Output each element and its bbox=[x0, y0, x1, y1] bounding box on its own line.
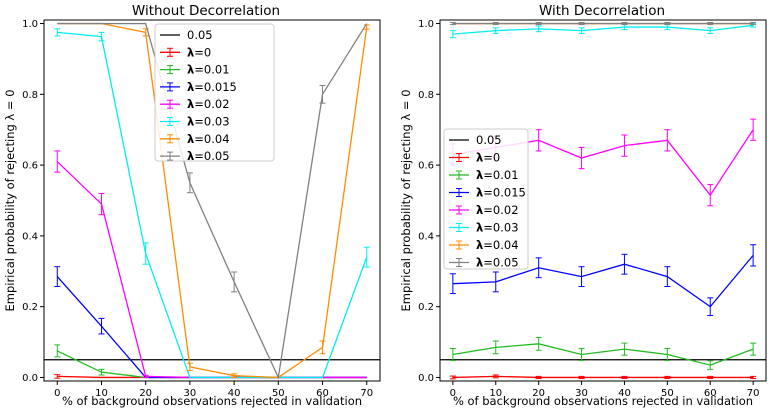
chart-title: With Decorrelation bbox=[539, 3, 665, 19]
legend-entry-lambda-0-05: λ=0.05 bbox=[160, 149, 230, 163]
panel-without-decorrelation: Without Decorrelation 0 10 20 30 40 50 60 70 0.0 0… bbox=[3, 3, 381, 408]
legend-label: λ=0.02 bbox=[476, 203, 519, 217]
legend-entry-lambda-0: λ=0 bbox=[449, 151, 500, 165]
y-axis-label: Empirical probability of rejecting λ = 0 bbox=[3, 89, 17, 311]
series-line bbox=[452, 24, 754, 35]
legend-label: λ=0.015 bbox=[187, 80, 237, 94]
legend: 0.05 λ=0 λ=0.01 λ=0.015 λ=0.02 λ=0.03 λ=0.04 λ=… bbox=[154, 23, 275, 163]
legend-entry-lambda-0-01: λ=0.01 bbox=[449, 168, 519, 182]
legend-label: λ=0.04 bbox=[187, 132, 230, 146]
series-line bbox=[56, 161, 367, 379]
legend-entry-lambda-0: λ=0 bbox=[160, 45, 211, 59]
x-tick-label: 70 bbox=[360, 388, 373, 399]
x-tick-label: 60 bbox=[704, 388, 717, 399]
legend-entry-lambda-0-05: λ=0.05 bbox=[449, 256, 519, 270]
legend-label: λ=0.01 bbox=[476, 168, 519, 182]
y-tick-label: 0.2 bbox=[418, 302, 434, 313]
legend-box bbox=[154, 23, 275, 162]
legend-label: λ=0.05 bbox=[476, 256, 519, 270]
series-line bbox=[56, 350, 367, 379]
series-lambda-0-02 bbox=[54, 150, 367, 379]
x-axis-label: % of background observations rejected in… bbox=[453, 394, 753, 408]
legend-label: 0.05 bbox=[187, 28, 213, 42]
legend-entry-lambda-0-02: λ=0.02 bbox=[449, 203, 519, 217]
legend-label: 0.05 bbox=[476, 133, 502, 147]
legend-label: λ=0.015 bbox=[476, 186, 526, 200]
y-axis-label: Empirical probability of rejecting λ = 0 bbox=[399, 89, 413, 311]
legend-label: λ=0.02 bbox=[187, 97, 230, 111]
legend-entry-lambda-0-015: λ=0.015 bbox=[160, 80, 237, 94]
series-line bbox=[57, 31, 368, 379]
legend-entry-lambda-0-01: λ=0.01 bbox=[160, 63, 230, 77]
x-tick-label: 20 bbox=[532, 388, 545, 399]
y-tick-label: 0.0 bbox=[22, 373, 38, 384]
x-tick-label: 40 bbox=[618, 388, 631, 399]
panel-with-decorrelation: With Decorrelation 0 10 20 30 40 50 60 70 0.0 0.2 0… bbox=[399, 3, 767, 408]
x-tick-label: 0 bbox=[54, 388, 60, 399]
x-tick-label: 50 bbox=[661, 388, 674, 399]
series-lambda-0 bbox=[449, 374, 757, 380]
series-line bbox=[452, 343, 754, 366]
legend-box bbox=[443, 128, 529, 270]
legend-entry-lambda-0-04: λ=0.04 bbox=[160, 132, 230, 146]
x-tick-label: 60 bbox=[316, 388, 329, 399]
y-tick-label: 0.8 bbox=[418, 90, 434, 101]
x-tick-label: 20 bbox=[139, 388, 152, 399]
legend-label: λ=0.01 bbox=[187, 63, 230, 77]
y-tick-label: 0.4 bbox=[418, 231, 434, 242]
plot-frame bbox=[43, 19, 381, 382]
y-tick-label: 0.6 bbox=[418, 161, 434, 172]
x-axis-label: % of background observations rejected in… bbox=[62, 394, 362, 408]
x-tick-label: 70 bbox=[747, 388, 760, 399]
legend: 0.05 λ=0 λ=0.01 λ=0.015 λ=0.02 λ=0.03 λ=0.04 λ=… bbox=[443, 128, 529, 270]
series-line bbox=[452, 375, 754, 379]
y-tick-label: 0.8 bbox=[22, 90, 38, 101]
series-lambda-0-05 bbox=[449, 21, 757, 26]
legend-entry-0-05: 0.05 bbox=[449, 133, 502, 147]
x-tick-label: 40 bbox=[228, 388, 241, 399]
series-line bbox=[56, 276, 367, 379]
y-tick-label: 1.0 bbox=[22, 19, 38, 30]
chart-title: Without Decorrelation bbox=[132, 3, 280, 19]
x-tick-label: 30 bbox=[575, 388, 588, 399]
series-lambda-0-03 bbox=[54, 28, 370, 379]
legend-label: λ=0.05 bbox=[187, 149, 230, 163]
legend-label: λ=0.03 bbox=[476, 221, 519, 235]
x-tick-label: 10 bbox=[489, 388, 502, 399]
legend-label: λ=0 bbox=[476, 151, 500, 165]
y-tick-label: 0.2 bbox=[22, 302, 38, 313]
legend-label: λ=0 bbox=[187, 45, 211, 59]
legend-entry-lambda-0-03: λ=0.03 bbox=[449, 221, 519, 235]
legend-entry-lambda-0-02: λ=0.02 bbox=[160, 97, 230, 111]
legend-entry-lambda-0-03: λ=0.03 bbox=[160, 115, 230, 129]
y-tick-label: 0.4 bbox=[22, 231, 38, 242]
series-lambda-0-01 bbox=[449, 336, 757, 370]
x-tick-label: 50 bbox=[272, 388, 285, 399]
x-tick-label: 0 bbox=[450, 388, 456, 399]
series-lambda-0-015 bbox=[449, 244, 757, 317]
series-line bbox=[57, 22, 368, 380]
series-lambda-0-03 bbox=[449, 23, 757, 39]
legend-entry-0-05: 0.05 bbox=[160, 28, 213, 42]
series-lambda-0-015 bbox=[54, 266, 367, 379]
plot-frame bbox=[439, 19, 767, 382]
series-lambda-0-04 bbox=[57, 22, 370, 379]
legend-label: λ=0.04 bbox=[476, 238, 519, 252]
series-line bbox=[57, 22, 368, 379]
legend-label: λ=0.03 bbox=[187, 115, 230, 129]
y-tick-label: 1.0 bbox=[418, 19, 434, 30]
x-tick-label: 10 bbox=[95, 388, 108, 399]
series-lambda-0-05 bbox=[57, 22, 368, 380]
legend-entry-lambda-0-015: λ=0.015 bbox=[449, 186, 526, 200]
legend-entry-lambda-0-04: λ=0.04 bbox=[449, 238, 519, 252]
y-tick-label: 0.0 bbox=[418, 373, 434, 384]
y-tick-label: 0.6 bbox=[22, 161, 38, 172]
series-line bbox=[452, 254, 754, 308]
x-tick-label: 30 bbox=[184, 388, 197, 399]
